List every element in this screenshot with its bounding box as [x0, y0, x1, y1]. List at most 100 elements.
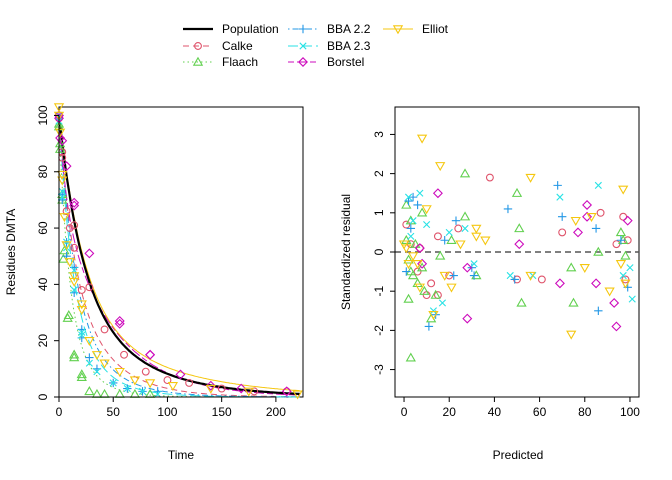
point-elliot [53, 103, 65, 113]
residual-borstel [582, 211, 593, 222]
residual-flaach [511, 187, 523, 197]
x-axis-label: Time [168, 448, 195, 462]
residual-bba22 [413, 200, 422, 210]
point-elliot [54, 128, 66, 138]
point-bba23 [58, 187, 66, 196]
point-elliot [69, 277, 80, 287]
residual-flaach [416, 262, 428, 272]
legend-marker-icon [192, 56, 204, 66]
point-flaach [69, 352, 80, 362]
y-tick-label: -3 [372, 364, 386, 375]
point-bba23 [78, 331, 86, 339]
point-bba23 [93, 368, 101, 376]
residual-elliot [570, 216, 581, 226]
plot-frame [58, 106, 304, 398]
residual-bba22 [449, 271, 458, 280]
residual-calke [621, 275, 630, 284]
point-calke [70, 243, 79, 252]
point-borstel [281, 386, 292, 397]
point-elliot [57, 176, 68, 186]
point-calke [62, 207, 71, 216]
point-borstel [61, 161, 72, 172]
residual-flaach [516, 297, 527, 307]
point-calke [217, 384, 226, 393]
residual-bba22 [451, 216, 461, 225]
point-borstel [114, 318, 125, 329]
residual-bba22 [553, 181, 562, 190]
point-flaach [54, 138, 66, 148]
y-tick-label: 2 [372, 170, 386, 177]
legend-marker-icon [392, 25, 404, 35]
residual-calke [485, 173, 494, 182]
point-bba23 [85, 359, 93, 367]
residual-flaach [566, 262, 577, 272]
point-bba23 [109, 379, 117, 387]
residual-calke [415, 244, 424, 253]
point-flaach [69, 349, 80, 359]
point-calke [85, 283, 94, 292]
point-elliot [61, 241, 72, 251]
residual-elliot [525, 271, 536, 281]
point-borstel [69, 200, 80, 211]
residual-flaach [514, 223, 525, 233]
residual-bba23 [626, 264, 634, 272]
residual-calke [422, 291, 431, 300]
point-calke [282, 387, 291, 396]
point-flaach [144, 388, 156, 398]
residual-borstel [573, 227, 583, 238]
point-elliot [205, 384, 216, 394]
legend-item-borstel: Borstel [288, 55, 364, 69]
fitted-curves [57, 112, 300, 398]
residual-borstel [514, 239, 525, 250]
point-borstel [145, 349, 156, 360]
x-tick-label: 0 [56, 405, 63, 419]
residual-bba23 [409, 217, 417, 225]
legend-marker-icon [299, 42, 307, 50]
residual-calke [596, 208, 605, 217]
residual-flaach [410, 238, 421, 248]
y-tick-label: -1 [372, 286, 386, 297]
residual-bba22 [408, 192, 418, 202]
point-elliot [53, 111, 65, 121]
point-calke [141, 367, 150, 376]
residual-bba23 [594, 181, 602, 189]
residual-flaach [435, 250, 446, 260]
residual-borstel [622, 215, 633, 226]
point-borstel [236, 383, 247, 394]
residual-flaach [446, 234, 457, 244]
residual-borstel [432, 188, 443, 199]
residual-bba23 [619, 271, 627, 280]
residual-elliot [403, 260, 414, 270]
residual-bba23 [429, 307, 437, 315]
residual-calke [427, 279, 436, 288]
residual-borstel [462, 262, 473, 273]
residual-bba23 [470, 260, 478, 268]
residual-calke [433, 232, 442, 241]
x-axis: 0 20 40 60 80 100 [401, 396, 640, 419]
legend-item-flaach: Flaach [183, 55, 258, 69]
legend-label: BBA 2.3 [327, 39, 371, 53]
residual-elliot [412, 260, 423, 270]
residual-elliot [618, 185, 629, 195]
residual-calke [619, 212, 628, 221]
legend-label: Borstel [327, 55, 364, 69]
point-flaach [99, 388, 110, 398]
legend-item-calke: Calke [183, 39, 253, 53]
point-flaach [91, 388, 103, 398]
residual-bba22 [616, 236, 626, 245]
point-borstel [175, 369, 186, 380]
residual-bba22 [440, 236, 449, 245]
residual-bba22 [503, 204, 513, 214]
residual-flaach [593, 246, 604, 256]
point-flaach [84, 386, 95, 396]
residual-bba23 [404, 193, 413, 201]
residual-calke [454, 224, 463, 233]
legend-marker-icon [194, 42, 202, 50]
residual-flaach [412, 278, 423, 288]
point-bba22 [85, 353, 94, 362]
point-flaach [114, 388, 125, 398]
point-elliot [243, 387, 254, 397]
residual-flaach [403, 254, 414, 264]
curve-borstel [58, 115, 300, 396]
